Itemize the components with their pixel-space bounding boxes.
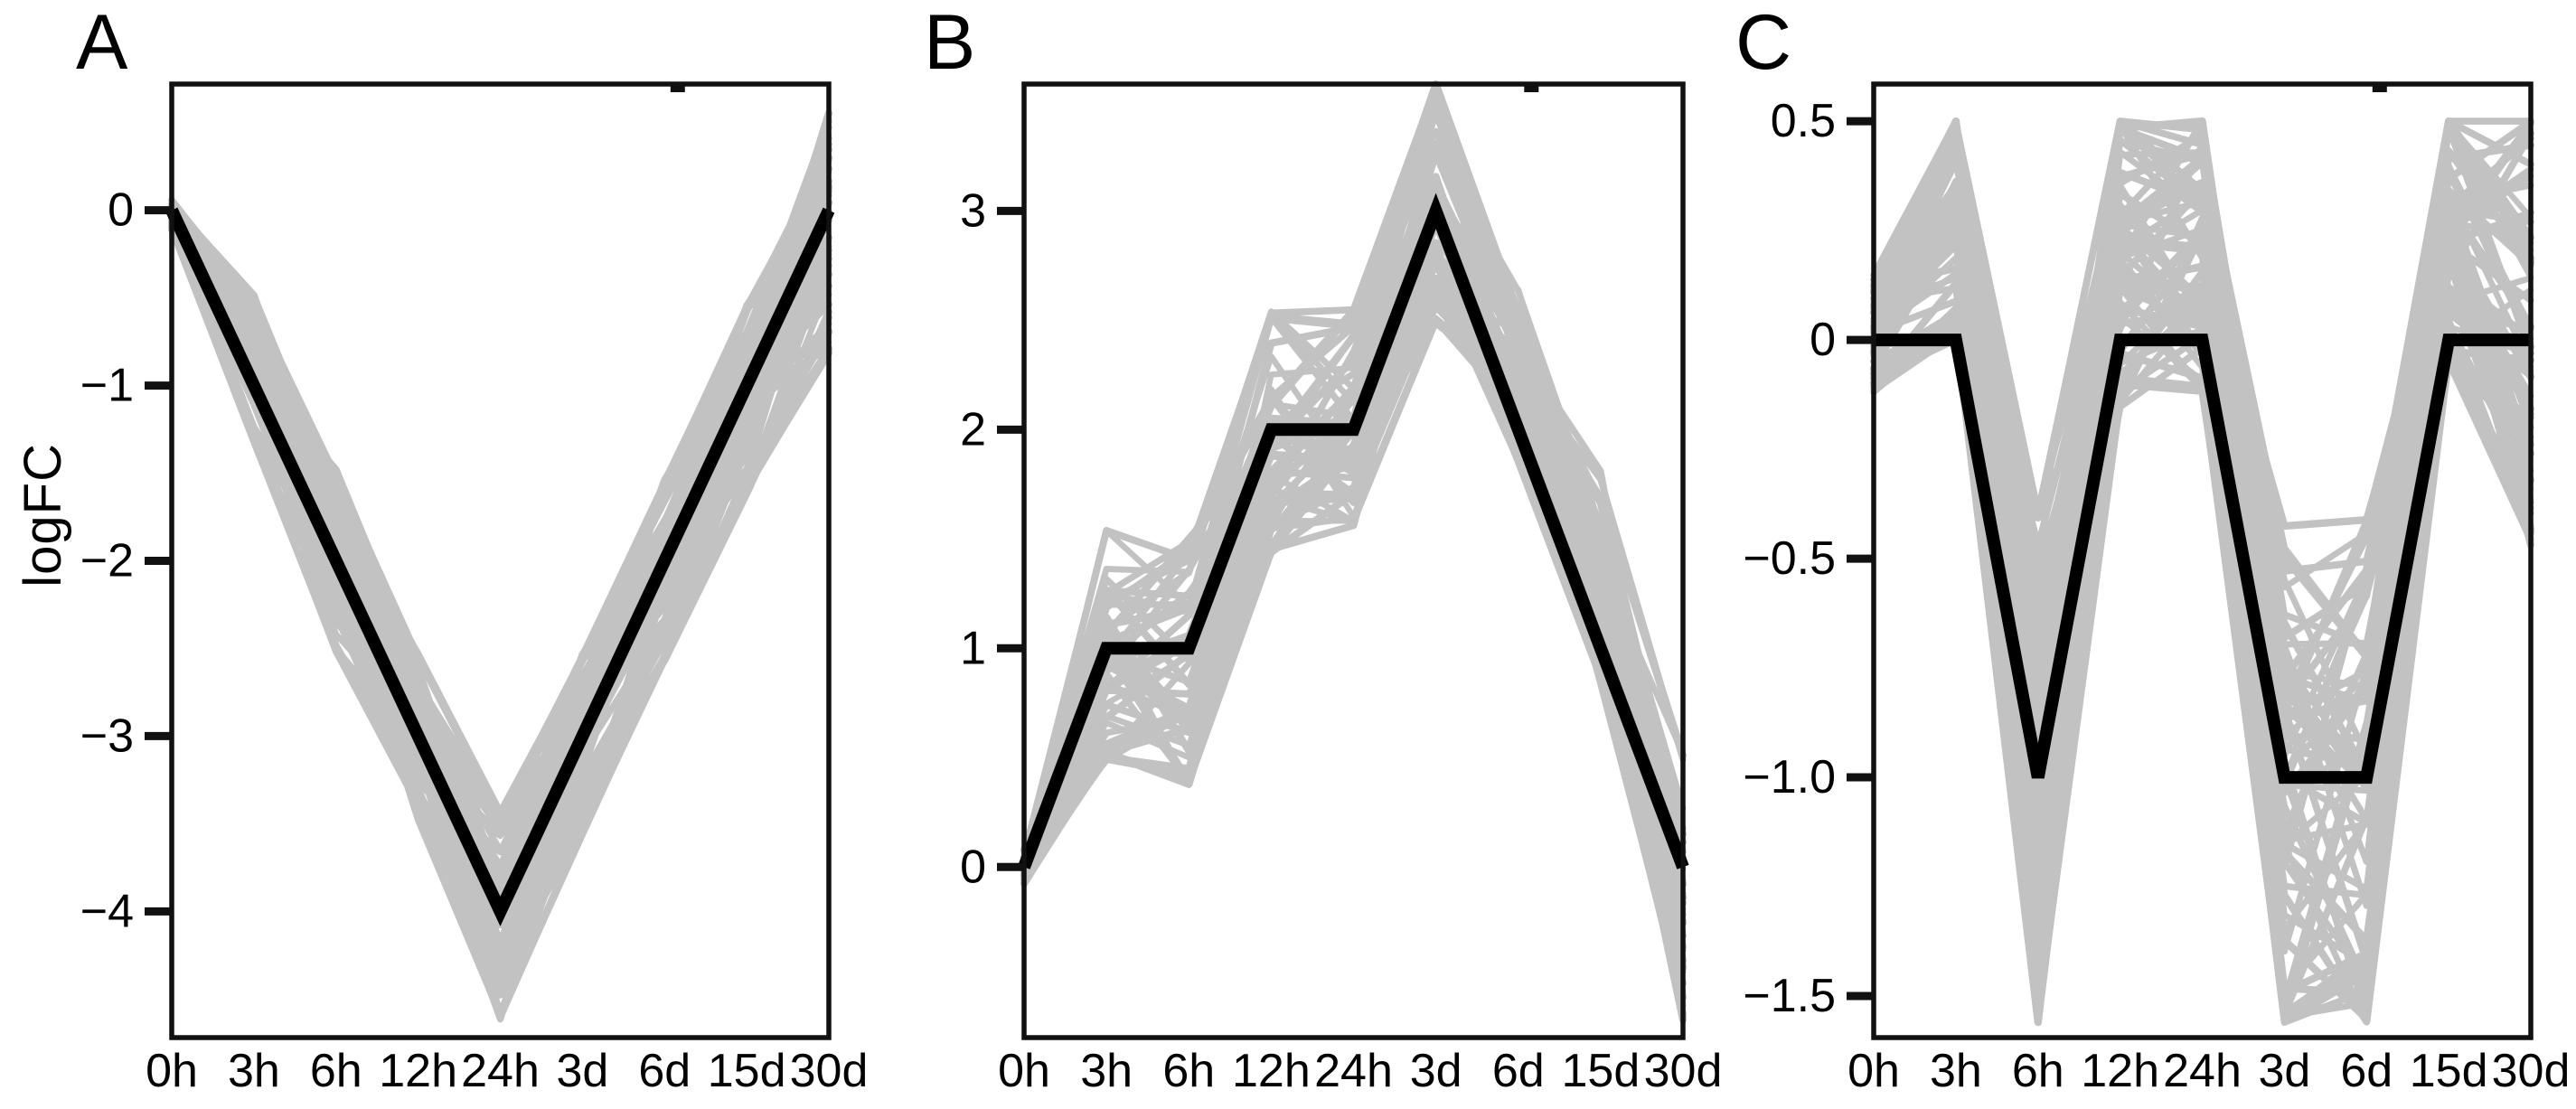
- x-tick-label: 15d: [2410, 1045, 2488, 1097]
- background-trajectories: [1020, 80, 1688, 1024]
- gene-trajectory-line: [168, 212, 832, 901]
- x-tick-label: 30d: [1644, 1045, 1723, 1097]
- gene-trajectory-line: [1020, 184, 1687, 925]
- panel-b: 3 2 1 0 0h 3h 6h 12h 24h 3d 6d 15d 30d: [960, 80, 1722, 1097]
- gene-trajectory-line: [167, 177, 833, 910]
- gene-trajectory-line: [168, 208, 832, 969]
- gene-trajectory-line: [168, 208, 832, 885]
- x-axis: 0h 3h 6h 12h 24h 3d 6d 15d 30d: [1847, 1045, 2570, 1097]
- x-tick-label: 3h: [1080, 1045, 1133, 1097]
- gene-trajectory-line: [168, 207, 832, 879]
- x-tick-label: 3d: [2258, 1045, 2310, 1097]
- gene-trajectory-line: [167, 198, 833, 914]
- y-tick-label: 2: [960, 403, 986, 456]
- gene-trajectory-line: [168, 221, 832, 890]
- centroid-line: [165, 207, 835, 926]
- x-tick-label: 15d: [1561, 1045, 1640, 1097]
- y-tick-label: 0: [1810, 314, 1836, 366]
- x-tick-label: 12h: [2081, 1045, 2159, 1097]
- centroid-line: [1874, 334, 2531, 785]
- x-tick-label: 0h: [146, 1045, 198, 1097]
- top-border-artifact: [1524, 84, 1539, 92]
- background-trajectories: [167, 109, 833, 1023]
- x-tick-label: 15d: [708, 1045, 786, 1097]
- y-tick-label: 3: [960, 184, 986, 237]
- x-tick-label: 6d: [2340, 1045, 2393, 1097]
- gene-trajectory-line: [1870, 117, 2534, 789]
- gene-trajectory-line: [168, 214, 832, 907]
- x-tick-label: 24h: [2163, 1045, 2242, 1097]
- y-tick-label: −0.5: [1743, 532, 1836, 585]
- x-tick-label: 0h: [1847, 1045, 1900, 1097]
- x-tick-label: 3d: [556, 1045, 608, 1097]
- gene-trajectory-line: [167, 183, 833, 878]
- y-axis: 0.5 0 −0.5 −1.0 −1.5: [1743, 95, 1874, 1022]
- x-tick-label: 6h: [1162, 1045, 1215, 1097]
- gene-trajectory-line: [1020, 186, 1688, 874]
- y-tick-label: −4: [80, 885, 134, 937]
- gene-trajectory-line: [1870, 117, 2534, 797]
- panel-c: 0.5 0 −0.5 −1.0 −1.50h 3h 6h 12h 24h 3d 6d 15d 30d: [1743, 81, 2570, 1097]
- y-axis: 3 2 1 0: [960, 184, 1024, 893]
- gene-trajectory-line: [1869, 181, 2535, 904]
- x-tick-label: 24h: [461, 1045, 540, 1097]
- x-tick-label: 6h: [2012, 1045, 2064, 1097]
- top-border-artifact: [2372, 84, 2387, 92]
- centroid-line: [1018, 193, 1689, 869]
- background-trajectories: [1869, 117, 2535, 1027]
- x-tick-label: 12h: [1232, 1045, 1311, 1097]
- y-tick-label: −1.5: [1743, 970, 1836, 1022]
- y-axis: 0 −1 −2 −3 −4: [80, 184, 172, 937]
- x-tick-label: 30d: [790, 1045, 869, 1097]
- panel-a-label: A: [76, 0, 128, 86]
- gene-trajectory-line: [168, 226, 832, 881]
- y-tick-label: −2: [80, 535, 134, 587]
- gene-trajectory-line: [168, 117, 832, 816]
- y-tick-label: 0.5: [1771, 95, 1836, 147]
- top-border-artifact: [670, 84, 685, 92]
- x-tick-label: 6h: [310, 1045, 362, 1097]
- panel-a: 0 −1 −2 −3 −4 0h 3h 6h 12h 24h 3d 6d 15d 30d: [80, 81, 868, 1097]
- y-tick-label: −1: [80, 360, 134, 412]
- x-axis: 0h 3h 6h 12h 24h 3d 6d 15d 30d: [998, 1045, 1722, 1097]
- x-tick-label: 12h: [379, 1045, 457, 1097]
- y-tick-label: −3: [80, 710, 134, 762]
- y-tick-label: −1.0: [1743, 751, 1836, 804]
- x-tick-label: 6d: [638, 1045, 691, 1097]
- x-tick-label: 3d: [1410, 1045, 1462, 1097]
- x-tick-label: 24h: [1314, 1045, 1393, 1097]
- y-tick-label: 1: [960, 622, 986, 674]
- x-tick-label: 30d: [2492, 1045, 2571, 1097]
- x-axis: 0h 3h 6h 12h 24h 3d 6d 15d 30d: [146, 1045, 868, 1097]
- x-tick-label: 0h: [998, 1045, 1050, 1097]
- y-tick-label: 0: [108, 184, 134, 237]
- y-tick-label: 0: [960, 841, 986, 893]
- plot-box-border: [1021, 81, 1686, 1040]
- gene-trajectory-line: [168, 211, 832, 895]
- x-tick-label: 3h: [228, 1045, 280, 1097]
- x-tick-label: 6d: [1492, 1045, 1545, 1097]
- panel-b-label: B: [924, 0, 976, 86]
- x-tick-label: 3h: [1930, 1045, 1982, 1097]
- panel-c-label: C: [1735, 0, 1792, 86]
- gene-trajectory-line: [168, 204, 832, 974]
